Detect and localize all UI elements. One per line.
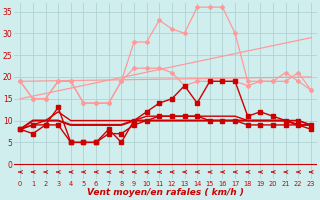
X-axis label: Vent moyen/en rafales ( km/h ): Vent moyen/en rafales ( km/h ) [87, 188, 244, 197]
